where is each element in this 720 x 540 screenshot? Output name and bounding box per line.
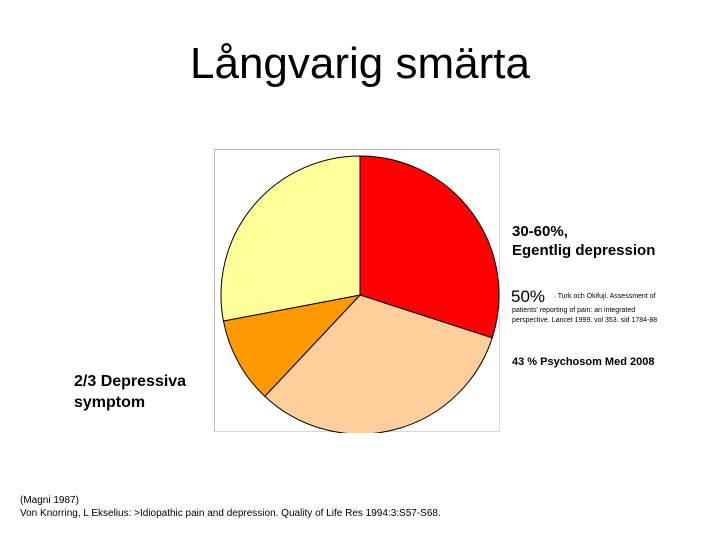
pie-slice-2 <box>264 294 493 433</box>
depression-line-2: Egentlig depression <box>512 242 656 259</box>
depressive-symptoms-annotation: 2/3 Depressiva symptom <box>74 371 186 413</box>
depressive-line-2: symptom <box>74 394 146 411</box>
pie-chart-frame <box>214 149 500 433</box>
reference-line-2: Von Knorring, L Ekselius: >Idiopathic pa… <box>20 508 441 519</box>
pie-slice-3 <box>222 294 362 398</box>
depression-annotation: 30-60%, Egentlig depression <box>512 222 655 260</box>
turk-reference-line-1: . Turk och Okifuji. Assessment of <box>554 293 656 300</box>
psychosom-annotation: 43 % Psychosom Med 2008 <box>512 356 655 368</box>
depressive-line-1: 2/3 Depressiva <box>74 373 187 390</box>
depression-line-1: 30-60%, <box>512 223 568 240</box>
page-title: Långvarig smärta <box>190 39 530 88</box>
pie-slice-1 <box>359 155 500 339</box>
pie-chart <box>220 155 500 433</box>
references: (Magni 1987) Von Knorring, L Ekselius: >… <box>20 494 441 520</box>
turk-reference-line-2: patients' reporting of pain: an integrat… <box>512 307 658 324</box>
fifty-percent-label: 50% <box>511 287 546 306</box>
pie-slice-4 <box>220 155 361 322</box>
reference-line-1: (Magni 1987) <box>20 495 79 506</box>
